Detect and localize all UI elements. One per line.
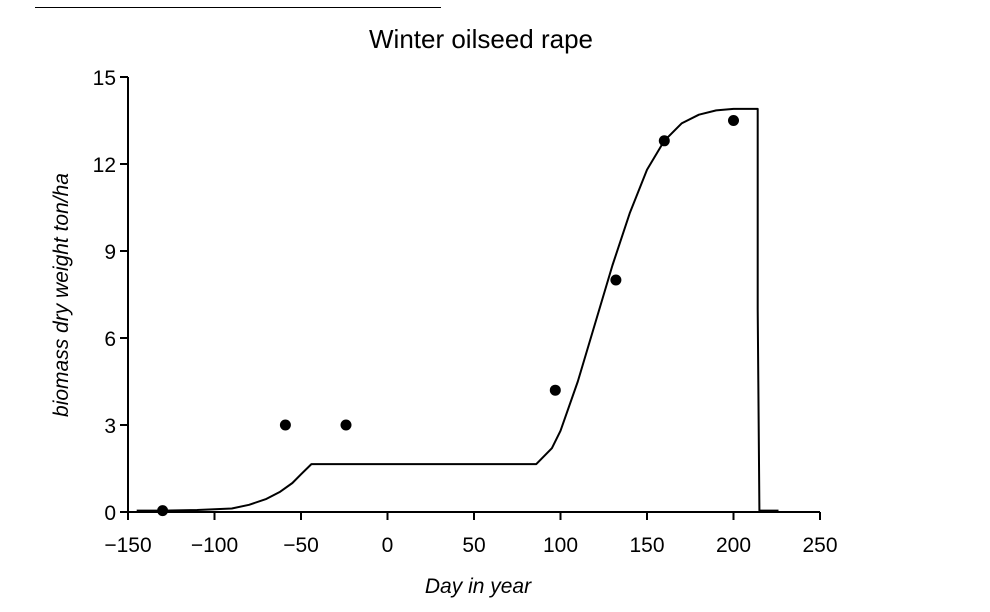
y-axis-label: biomass dry weight ton/ha (50, 173, 73, 417)
y-tick-label: 0 (104, 502, 116, 525)
x-tick-label: −100 (191, 534, 238, 557)
observed-point (157, 505, 169, 517)
observed-point (549, 384, 561, 396)
y-axis: 0 3 6 9 12 15 (93, 67, 129, 525)
y-tick-label: 15 (93, 67, 116, 90)
observed-point (728, 115, 739, 126)
x-tick-label: 0 (382, 534, 394, 557)
x-tick-label: 250 (802, 534, 837, 557)
chart-title: Winter oilseed rape (369, 24, 593, 54)
x-tick-label: 100 (543, 534, 578, 557)
model-curve-line (136, 107, 779, 512)
y-tick-label: 3 (104, 415, 116, 438)
x-tick-label: −150 (104, 534, 151, 557)
y-tick-label: 9 (104, 241, 116, 264)
x-tick-label: 50 (462, 534, 485, 557)
observed-point (279, 419, 291, 431)
x-tick-label: −50 (283, 534, 319, 557)
x-axis-label: Day in year (425, 575, 532, 598)
observed-point (658, 135, 670, 147)
x-tick-label: 150 (629, 534, 664, 557)
y-tick-label: 12 (93, 154, 116, 177)
plot-area (136, 107, 779, 517)
x-tick-label: 200 (716, 534, 751, 557)
observed-point (340, 419, 352, 431)
y-tick-label: 6 (104, 328, 116, 351)
observed-point (610, 274, 622, 286)
x-axis: −150 −100 −50 0 50 100 150 200 250 (104, 511, 838, 557)
top-rule-line (35, 7, 441, 8)
